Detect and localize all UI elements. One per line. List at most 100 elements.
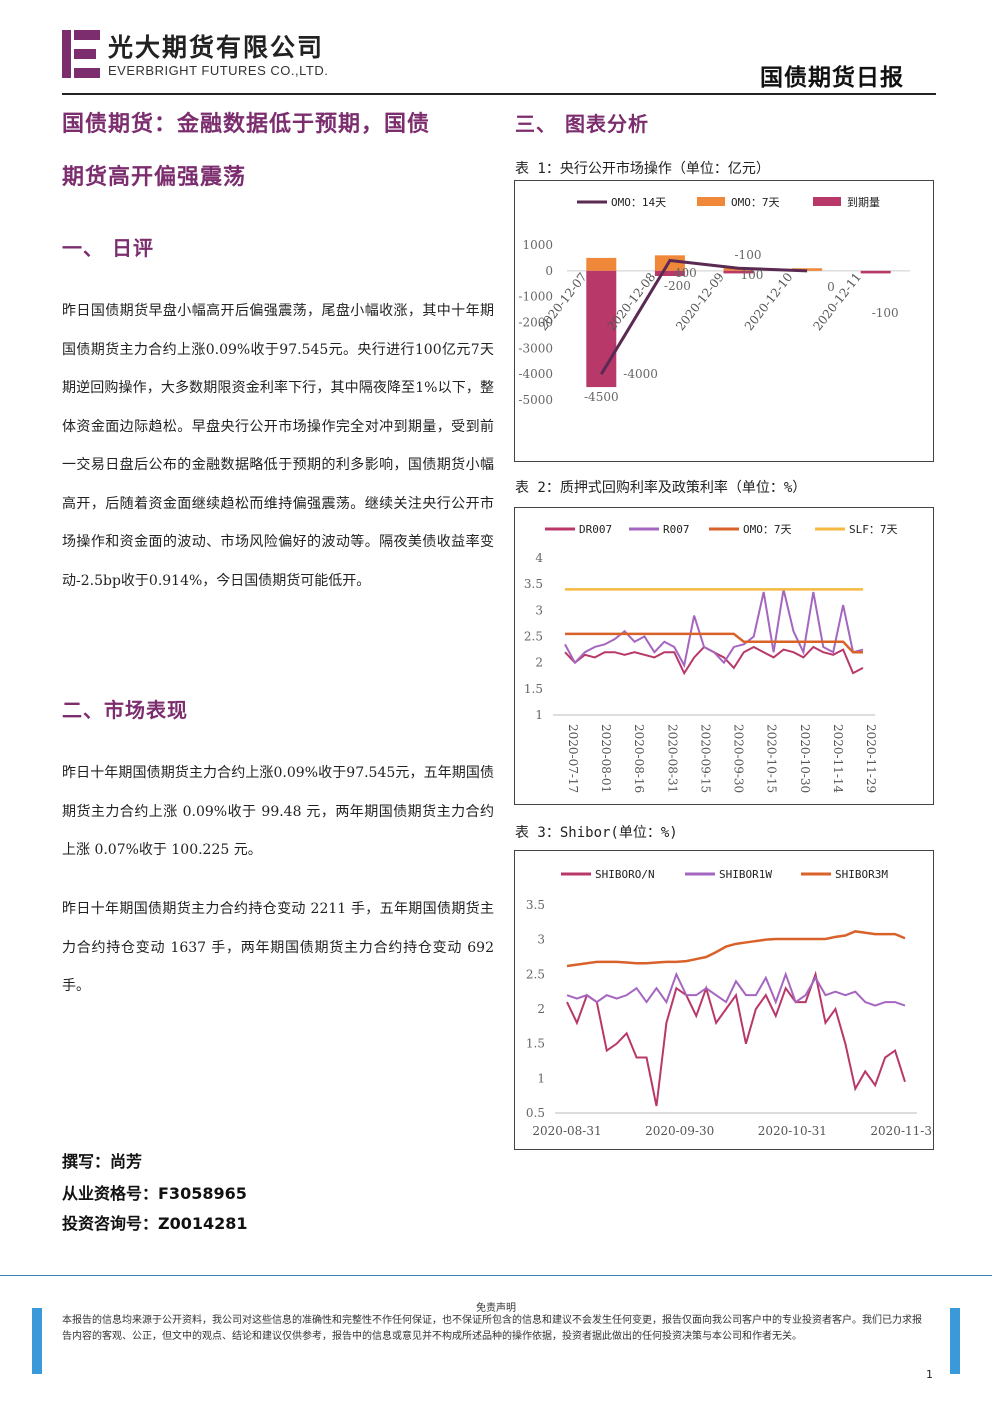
- y-tick-label: 1.5: [526, 1037, 545, 1051]
- chart-3-shibor: SHIBORO/N SHIBOR1W SHIBOR3M 3.5 3 2.5 2 1.5 1 0.5…: [526, 868, 933, 1138]
- legend-label: 到期量: [847, 196, 880, 209]
- report-title: 国债期货日报: [760, 65, 904, 91]
- x-tick-label: 2020-08-01: [599, 724, 613, 793]
- y-tick-label: 1: [537, 1071, 545, 1085]
- y-tick-label: 1000: [522, 238, 553, 252]
- y-tick-label: 2: [537, 1002, 545, 1016]
- market-performance-paragraph-2: 昨日十年期国债期货主力合约持仓变动 2211 手，五年期国债期货主力合约持仓变动…: [62, 901, 494, 994]
- x-tick-label: 2020-09-30: [645, 1124, 714, 1138]
- x-tick-label: 2020-11-30: [870, 1124, 933, 1138]
- consult-number: 投资咨询号：Z0014281: [62, 1214, 248, 1233]
- y-tick-label: 2.5: [526, 967, 545, 981]
- legend-label: SHIBOR1W: [719, 868, 772, 881]
- company-name-cn: 光大期货有限公司: [108, 33, 325, 62]
- header-divider: [62, 93, 936, 95]
- x-tick-label: 2020-10-30: [798, 724, 812, 793]
- chart-2-repo-rates: DR007 R007 OMO：7天 SLF：7天 4 3.5 3 2.5 2 1.5 1 2020-0…: [524, 523, 898, 794]
- legend-label: SHIBORO/N: [595, 868, 655, 881]
- bar-maturity: [654, 270, 685, 276]
- footer-left-bar: [32, 1308, 42, 1374]
- x-tick-label: 2020-08-16: [632, 724, 646, 793]
- y-tick-label: 0.5: [526, 1106, 545, 1120]
- x-tick-label: 2020-11-29: [864, 724, 878, 793]
- company-logo-icon: [62, 30, 100, 78]
- y-tick-label: 2: [535, 656, 543, 670]
- section-1-title: 一、 日评: [62, 236, 154, 260]
- x-tick-label: 2020-08-31: [665, 724, 679, 793]
- chart-2-frame: DR007 R007 OMO：7天 SLF：7天 4 3.5 3 2.5 2 1.5 1 2020-0…: [514, 507, 934, 805]
- data-label: -4000: [623, 367, 658, 381]
- series-line-DR007: [564, 645, 864, 676]
- series-line-SHIBORO/N: [566, 970, 906, 1107]
- y-tick-label: 4: [535, 551, 543, 565]
- x-tick-label: 2020-08-31: [532, 1124, 601, 1138]
- y-tick-label: 1: [535, 708, 543, 722]
- chart-1-caption: 表 1：央行公开市场操作（单位：亿元）: [515, 161, 770, 177]
- series-line-R007: [564, 589, 864, 669]
- bar-omo-7d: [586, 257, 617, 271]
- y-tick-label: 2.5: [524, 630, 543, 644]
- license-number: 从业资格号：F3058965: [62, 1184, 247, 1203]
- disclaimer-text: 本报告的信息均来源于公开资料，我公司对这些信息的准确性和完整性不作任何保证，也不…: [62, 1315, 922, 1342]
- y-tick-label: 3.5: [526, 898, 545, 912]
- line-omo-14d: [600, 258, 808, 375]
- data-label: 400: [674, 266, 697, 280]
- data-label: -100: [735, 248, 762, 262]
- market-performance-paragraph-1: 昨日十年期国债期货主力合约上涨0.09%收于97.545元，五年期国债期货主力合…: [62, 765, 494, 858]
- data-label: 0: [827, 280, 835, 294]
- footer-divider: [0, 1275, 992, 1276]
- bar-maturity: [860, 270, 891, 274]
- legend-swatch: [697, 197, 725, 206]
- y-tick-label: 3: [537, 933, 545, 947]
- chart-1-omo: OMO：14天 OMO：7天 到期量10000-1000-2000-3000-400…: [518, 196, 910, 407]
- y-tick-label: 3: [535, 603, 543, 617]
- y-tick-label: 0: [545, 264, 553, 278]
- x-tick-label: 2020-07-17: [566, 724, 580, 793]
- data-label: -100: [872, 306, 899, 320]
- page-number: 1: [926, 1368, 933, 1381]
- footer-right-bar: [950, 1308, 960, 1374]
- section-2-title: 二、市场表现: [62, 698, 188, 722]
- chart-1-frame: OMO：14天 OMO：7天 到期量 1000 0 -1000 -2000 -3000 -400…: [514, 180, 934, 462]
- series-line-OMO：7天: [565, 632, 863, 654]
- x-tick-label: 2020-12-11: [810, 270, 864, 333]
- chart-2-caption: 表 2：质押式回购利率及政策利率（单位：%）: [515, 480, 807, 496]
- y-tick-label: -2000: [518, 316, 553, 330]
- legend-label: SHIBOR3M: [835, 868, 888, 881]
- y-tick-label: 1.5: [524, 682, 543, 696]
- section-3-title: 三、 图表分析: [515, 112, 649, 136]
- page-header: 光大期货有限公司 EVERBRIGHT FUTURES CO.,LTD. 国债期…: [0, 0, 992, 96]
- legend-label: SLF：7天: [849, 523, 898, 536]
- legend-label: OMO：14天: [611, 196, 666, 209]
- x-tick-label: 2020-11-14: [831, 724, 845, 794]
- series-line-SHIBOR3M: [566, 930, 906, 968]
- author-line: 撰写：尚芳: [62, 1152, 143, 1171]
- chart-3-caption: 表 3：Shibor(单位：%): [515, 825, 678, 841]
- legend-label: DR007: [579, 523, 612, 536]
- x-tick-label: 2020-09-15: [698, 724, 712, 793]
- y-tick-label: -1000: [518, 290, 553, 304]
- y-tick-label: -4000: [518, 367, 553, 381]
- series-line-SHIBOR1W: [566, 971, 906, 1007]
- bar-maturity: [586, 270, 617, 388]
- headline-line-2: 期货高开偏强震荡: [62, 165, 247, 190]
- headline-line-1: 国债期货：金融数据低于预期，国债: [62, 112, 431, 137]
- data-label: -4500: [584, 390, 619, 404]
- bar-maturity: [723, 270, 754, 274]
- x-tick-label: 2020-09-30: [732, 724, 746, 793]
- legend-label: OMO：7天: [743, 523, 792, 536]
- y-tick-label: -3000: [518, 341, 553, 355]
- legend-label: OMO：7天: [731, 196, 780, 209]
- company-name-en: EVERBRIGHT FUTURES CO.,LTD.: [108, 63, 329, 78]
- legend-swatch: [813, 197, 841, 206]
- x-tick-label: 2020-10-15: [765, 724, 779, 793]
- chart-3-frame: SHIBORO/N SHIBOR1W SHIBOR3M 3.5 3 2.5 2 1.5 1 0.5…: [514, 850, 934, 1150]
- daily-review-paragraph: 昨日国债期货早盘小幅高开后偏强震荡，尾盘小幅收涨，其中十年期国债期货主力合约上涨…: [62, 303, 494, 589]
- x-tick-label: 2020-10-31: [758, 1124, 827, 1138]
- data-label: 100: [741, 268, 764, 282]
- disclaimer-title: 免责声明: [476, 1303, 516, 1314]
- legend-label: R007: [663, 523, 690, 536]
- data-label: -200: [664, 279, 691, 293]
- y-tick-label: 3.5: [524, 577, 543, 591]
- y-tick-label: -5000: [518, 393, 553, 407]
